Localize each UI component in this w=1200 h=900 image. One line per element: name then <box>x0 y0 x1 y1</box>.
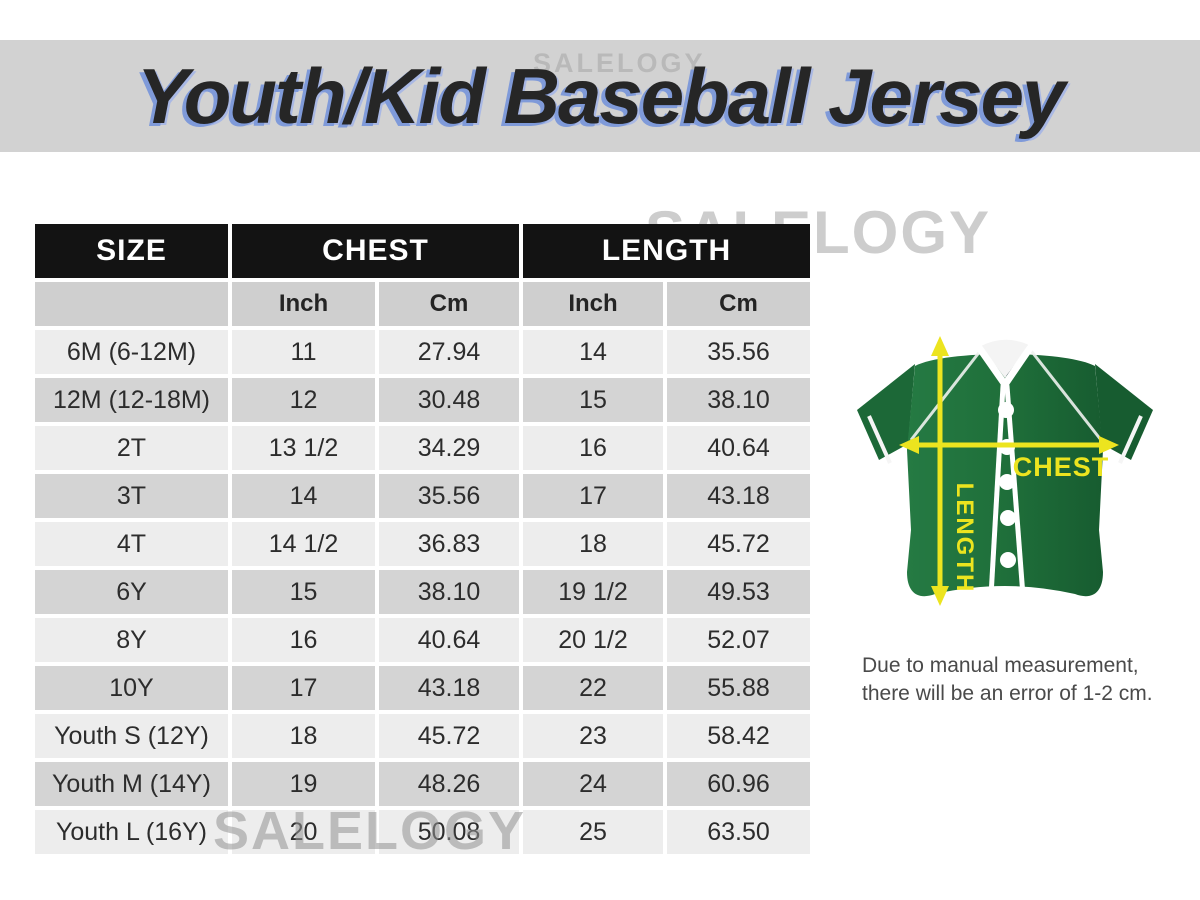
cell-chest-cm: 43.18 <box>379 666 519 710</box>
table-row: Youth L (16Y) 20 50.08 25 63.50 <box>35 810 810 854</box>
col-header-size: SIZE <box>35 224 228 278</box>
units-row: Inch Cm Inch Cm <box>35 282 810 326</box>
cell-chest-cm: 30.48 <box>379 378 519 422</box>
cell-length-cm: 45.72 <box>667 522 810 566</box>
cell-chest-cm: 40.64 <box>379 618 519 662</box>
jersey-sleeves <box>857 364 1153 464</box>
cell-length-cm: 58.42 <box>667 714 810 758</box>
size-table: SIZE CHEST LENGTH Inch Cm Inch Cm 6M (6-12M… <box>31 220 814 858</box>
unit-cell-3: Cm <box>667 282 810 326</box>
table-row: Youth M (14Y) 19 48.26 24 60.96 <box>35 762 810 806</box>
chest-arrow-label: CHEST <box>1013 452 1110 482</box>
cell-chest-cm: 35.56 <box>379 474 519 518</box>
cell-chest-inch: 20 <box>232 810 375 854</box>
cell-length-inch: 19 1/2 <box>523 570 663 614</box>
cell-length-inch: 24 <box>523 762 663 806</box>
measurement-note: Due to manual measurement, there will be… <box>862 652 1182 708</box>
note-line-2: there will be an error of 1-2 cm. <box>862 682 1153 705</box>
cell-size: 6M (6-12M) <box>35 330 228 374</box>
cell-length-cm: 63.50 <box>667 810 810 854</box>
cell-length-inch: 20 1/2 <box>523 618 663 662</box>
cell-size: 12M (12-18M) <box>35 378 228 422</box>
table-row: 6M (6-12M) 11 27.94 14 35.56 <box>35 330 810 374</box>
page-title: Youth/Kid Baseball Jersey <box>136 51 1066 140</box>
cell-length-inch: 15 <box>523 378 663 422</box>
cell-size: 4T <box>35 522 228 566</box>
size-table-body: 6M (6-12M) 11 27.94 14 35.56 12M (12-18M) 12 30… <box>35 330 810 854</box>
title-banner <box>0 40 1200 152</box>
table-row: Youth S (12Y) 18 45.72 23 58.42 <box>35 714 810 758</box>
cell-chest-cm: 34.29 <box>379 426 519 470</box>
cell-chest-inch: 11 <box>232 330 375 374</box>
cell-length-cm: 52.07 <box>667 618 810 662</box>
cell-chest-cm: 36.83 <box>379 522 519 566</box>
jersey-inner-collar <box>981 339 1029 378</box>
cell-chest-inch: 16 <box>232 618 375 662</box>
cell-length-inch: 23 <box>523 714 663 758</box>
cell-size: 3T <box>35 474 228 518</box>
cell-length-inch: 25 <box>523 810 663 854</box>
table-row: 8Y 16 40.64 20 1/2 52.07 <box>35 618 810 662</box>
cell-length-cm: 43.18 <box>667 474 810 518</box>
jersey-placket <box>988 385 1026 597</box>
cell-length-inch: 18 <box>523 522 663 566</box>
cell-size: 8Y <box>35 618 228 662</box>
units-blank-cell <box>35 282 228 326</box>
length-arrow <box>931 336 949 606</box>
cell-length-inch: 14 <box>523 330 663 374</box>
cell-length-cm: 49.53 <box>667 570 810 614</box>
unit-cell-2: Inch <box>523 282 663 326</box>
cell-length-cm: 55.88 <box>667 666 810 710</box>
table-row: 6Y 15 38.10 19 1/2 49.53 <box>35 570 810 614</box>
watermark-bottom: SALELOGY <box>213 801 527 861</box>
cell-chest-cm: 38.10 <box>379 570 519 614</box>
note-line-1: Due to manual measurement, <box>862 654 1139 677</box>
cell-size: 10Y <box>35 666 228 710</box>
cell-length-inch: 17 <box>523 474 663 518</box>
cell-chest-inch: 13 1/2 <box>232 426 375 470</box>
jersey-illustration: CHEST LENGTH <box>857 336 1153 606</box>
table-row: 3T 14 35.56 17 43.18 <box>35 474 810 518</box>
cell-size: Youth M (14Y) <box>35 762 228 806</box>
jersey-figure: CHEST LENGTH <box>845 320 1175 630</box>
cell-chest-inch: 19 <box>232 762 375 806</box>
table-row: 2T 13 1/2 34.29 16 40.64 <box>35 426 810 470</box>
cell-length-cm: 40.64 <box>667 426 810 470</box>
length-arrow-label: LENGTH <box>951 483 978 594</box>
cell-size: 2T <box>35 426 228 470</box>
col-header-length: LENGTH <box>523 224 810 278</box>
cell-chest-cm: 45.72 <box>379 714 519 758</box>
table-header-row: SIZE CHEST LENGTH <box>35 224 810 278</box>
cell-length-cm: 38.10 <box>667 378 810 422</box>
cell-length-cm: 35.56 <box>667 330 810 374</box>
jersey-collar <box>974 341 1036 390</box>
cell-chest-cm: 48.26 <box>379 762 519 806</box>
cell-chest-inch: 12 <box>232 378 375 422</box>
cell-chest-inch: 14 1/2 <box>232 522 375 566</box>
table-row: 12M (12-18M) 12 30.48 15 38.10 <box>35 378 810 422</box>
cell-chest-inch: 14 <box>232 474 375 518</box>
cell-chest-inch: 17 <box>232 666 375 710</box>
table-row: 4T 14 1/2 36.83 18 45.72 <box>35 522 810 566</box>
cell-chest-inch: 15 <box>232 570 375 614</box>
watermark-top: SALELOGY <box>533 48 706 78</box>
unit-cell-1: Cm <box>379 282 519 326</box>
cell-chest-cm: 50.08 <box>379 810 519 854</box>
cell-chest-inch: 18 <box>232 714 375 758</box>
cell-size: Youth L (16Y) <box>35 810 228 854</box>
col-header-chest: CHEST <box>232 224 519 278</box>
chest-arrow <box>899 436 1119 454</box>
cell-length-inch: 16 <box>523 426 663 470</box>
cell-size: Youth S (12Y) <box>35 714 228 758</box>
cell-length-inch: 22 <box>523 666 663 710</box>
cell-chest-cm: 27.94 <box>379 330 519 374</box>
unit-cell-0: Inch <box>232 282 375 326</box>
cell-length-cm: 60.96 <box>667 762 810 806</box>
table-row: 10Y 17 43.18 22 55.88 <box>35 666 810 710</box>
cell-size: 6Y <box>35 570 228 614</box>
